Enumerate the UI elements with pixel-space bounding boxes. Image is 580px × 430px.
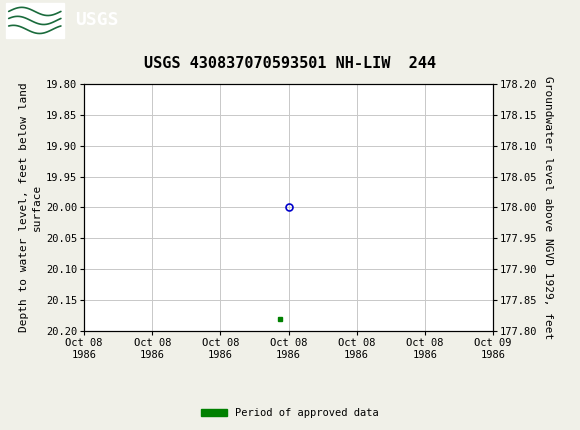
Legend: Period of approved data: Period of approved data [197,404,383,423]
Y-axis label: Groundwater level above NGVD 1929, feet: Groundwater level above NGVD 1929, feet [543,76,553,339]
Text: USGS 430837070593501 NH-LIW  244: USGS 430837070593501 NH-LIW 244 [144,56,436,71]
FancyBboxPatch shape [6,3,64,37]
Y-axis label: Depth to water level, feet below land
surface: Depth to water level, feet below land su… [19,83,42,332]
Text: USGS: USGS [75,12,119,29]
